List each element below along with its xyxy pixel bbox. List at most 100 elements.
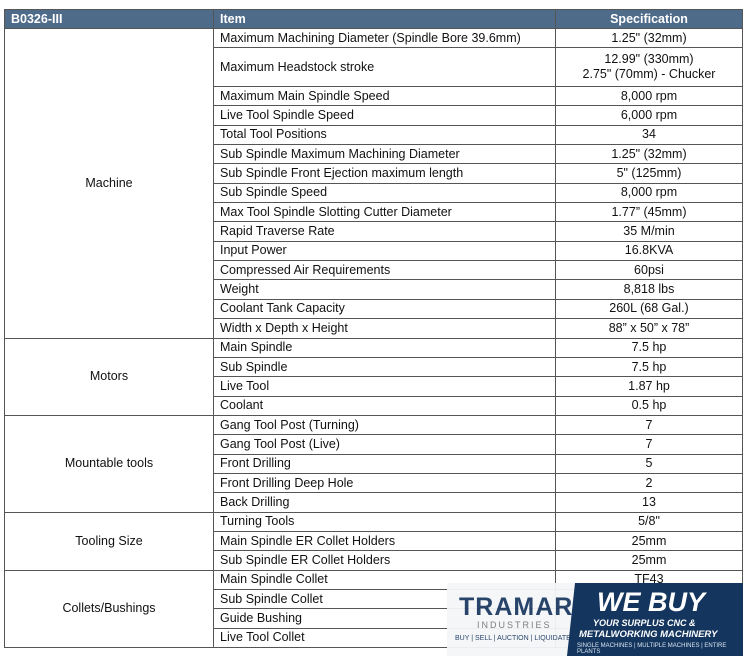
item-cell: Back Drilling [213, 492, 556, 513]
spec-cell: 7 [555, 414, 743, 436]
item-cell: Maximum Main Spindle Speed [213, 86, 556, 107]
group-cell: Machine [4, 28, 214, 339]
item-cell: Input Power [213, 240, 556, 262]
spec-cell: 8,000 rpm [555, 86, 743, 107]
table-row: Gang Tool Post (Live) 7 [5, 434, 743, 455]
group-cell: Motors [4, 337, 214, 416]
item-cell: Maximum Machining Diameter (Spindle Bore… [213, 27, 556, 49]
table-row: Mountable tools Gang Tool Post (Turning) 7 [4, 414, 743, 513]
spec-cell: 35 M/min [555, 221, 743, 242]
ad-brand-sub: INDUSTRIES [477, 620, 552, 630]
table-row: Maximum Headstock stroke 12.99" (330mm) 2.… [5, 47, 743, 88]
spec-line: 2.75" (70mm) - Chucker [582, 67, 716, 82]
spec-cell: 60psi [555, 260, 743, 281]
header-cell: Item [213, 9, 556, 29]
table-row: Width x Depth x Height 88” x 50” x 78” [5, 318, 743, 339]
item-cell: Sub Spindle Maximum Machining Diameter [213, 144, 556, 165]
table-row: Max Tool Spindle Slotting Cutter Diamete… [5, 202, 743, 223]
item-cell: Sub Spindle ER Collet Holders [213, 550, 556, 571]
item-cell: Coolant [213, 395, 556, 416]
item-cell: Gang Tool Post (Live) [213, 434, 556, 455]
item-cell: Main Spindle ER Collet Holders [213, 530, 556, 552]
spec-cell: 5/8" [555, 511, 743, 532]
spec-cell: 25mm [555, 550, 743, 571]
table-row: Sub Spindle ER Collet Holders 25mm [5, 550, 743, 571]
table-row: Weight 8,818 lbs [5, 279, 743, 300]
item-cell: Sub Spindle Front Ejection maximum lengt… [213, 163, 556, 184]
table-row: Front Drilling Deep Hole 2 [5, 472, 743, 494]
ad-left: TRAMAR INDUSTRIES BUY | SELL | AUCTION |… [447, 583, 575, 656]
item-cell: Max Tool Spindle Slotting Cutter Diamete… [213, 202, 556, 223]
header-cell: B0326-III [4, 9, 214, 29]
spec-cell: 1.25" (32mm) [555, 27, 743, 49]
item-cell: Front Drilling Deep Hole [213, 472, 556, 494]
item-cell: Main Spindle [213, 337, 556, 358]
item-cell: Total Tool Positions [213, 124, 556, 146]
group-cell: Collets/Bushings [4, 569, 214, 649]
table-row: Motors Main Spindle 7.5 hp [4, 337, 743, 416]
item-cell: Live Tool [213, 376, 556, 397]
spec-table: B0326-III Item Specification Machine Maxi… [4, 9, 743, 649]
spec-cell: 16.8KVA [555, 240, 743, 262]
item-cell: Maximum Headstock stroke [213, 47, 556, 88]
item-cell: Gang Tool Post (Turning) [213, 414, 556, 436]
ad-banner[interactable]: TRAMAR INDUSTRIES BUY | SELL | AUCTION |… [447, 583, 743, 656]
spec-cell: 5 [555, 453, 743, 474]
table-row: Maximum Main Spindle Speed 8,000 rpm [5, 86, 743, 107]
table-body: Machine Maximum Machining Diameter (Spind… [4, 27, 743, 649]
spec-cell: 260L (68 Gal.) [555, 298, 743, 320]
ad-services: BUY | SELL | AUCTION | LIQUIDATE [455, 635, 571, 642]
spec-cell: 1.25" (32mm) [555, 144, 743, 165]
item-cell: Sub Spindle [213, 356, 556, 378]
ad-line: YOUR SURPLUS CNC & [593, 618, 696, 628]
header-cell: Specification [555, 9, 743, 29]
ad-line: METALWORKING MACHINERY [579, 629, 718, 640]
spec-cell: 34 [555, 124, 743, 146]
spec-cell: 8,000 rpm [555, 182, 743, 204]
spec-cell: 7.5 hp [555, 356, 743, 378]
item-cell: Weight [213, 279, 556, 300]
table-row: Machine Maximum Machining Diameter (Spind… [4, 27, 743, 339]
ad-right: WE BUY YOUR SURPLUS CNC & METALWORKING M… [567, 583, 743, 656]
ad-footer: SINGLE MACHINES | MULTIPLE MACHINES | EN… [577, 643, 727, 655]
table-row: Sub Spindle Maximum Machining Diameter 1.… [5, 144, 743, 165]
spec-cell: 7 [555, 434, 743, 455]
item-cell: Live Tool Spindle Speed [213, 105, 556, 126]
spec-cell: 5" (125mm) [555, 163, 743, 184]
table-row: Tooling Size Turning Tools 5/8" [4, 511, 743, 571]
spec-cell: 1.77” (45mm) [555, 202, 743, 223]
table-row: Live Tool 1.87 hp [5, 376, 743, 397]
group-cell: Tooling Size [4, 511, 214, 571]
item-cell: Width x Depth x Height [213, 318, 556, 339]
spec-cell: 2 [555, 472, 743, 494]
spec-line: 12.99" (330mm) [604, 52, 694, 67]
spec-cell: 13 [555, 492, 743, 513]
spec-cell: 7.5 hp [555, 337, 743, 358]
header-row: B0326-III Item Specification [4, 9, 743, 29]
ad-brand: TRAMAR [459, 593, 574, 621]
spec-cell: 0.5 hp [555, 395, 743, 416]
group-cell: Mountable tools [4, 414, 214, 513]
item-cell: Front Drilling [213, 453, 556, 474]
spec-cell: 8,818 lbs [555, 279, 743, 300]
item-cell: Turning Tools [213, 511, 556, 532]
table-row: Main Spindle ER Collet Holders 25mm [5, 530, 743, 552]
table-row: Rapid Traverse Rate 35 M/min [5, 221, 743, 242]
table-row: Front Drilling 5 [5, 453, 743, 474]
spec-cell: 25mm [555, 530, 743, 552]
table-row: Sub Spindle 7.5 hp [5, 356, 743, 378]
item-cell: Sub Spindle Speed [213, 182, 556, 204]
item-cell: Compressed Air Requirements [213, 260, 556, 281]
spec-cell: 6,000 rpm [555, 105, 743, 126]
spec-cell: 88” x 50” x 78” [555, 318, 743, 339]
table-row: Sub Spindle Front Ejection maximum lengt… [5, 163, 743, 184]
spec-cell: 12.99" (330mm) 2.75" (70mm) - Chucker [555, 47, 743, 88]
table-row: Live Tool Spindle Speed 6,000 rpm [5, 105, 743, 126]
item-cell: Rapid Traverse Rate [213, 221, 556, 242]
table-row: Input Power 16.8KVA [5, 240, 743, 262]
item-cell: Coolant Tank Capacity [213, 298, 556, 320]
spec-cell: 1.87 hp [555, 376, 743, 397]
ad-headline: WE BUY [597, 587, 705, 617]
table-row: Back Drilling 13 [5, 492, 743, 513]
